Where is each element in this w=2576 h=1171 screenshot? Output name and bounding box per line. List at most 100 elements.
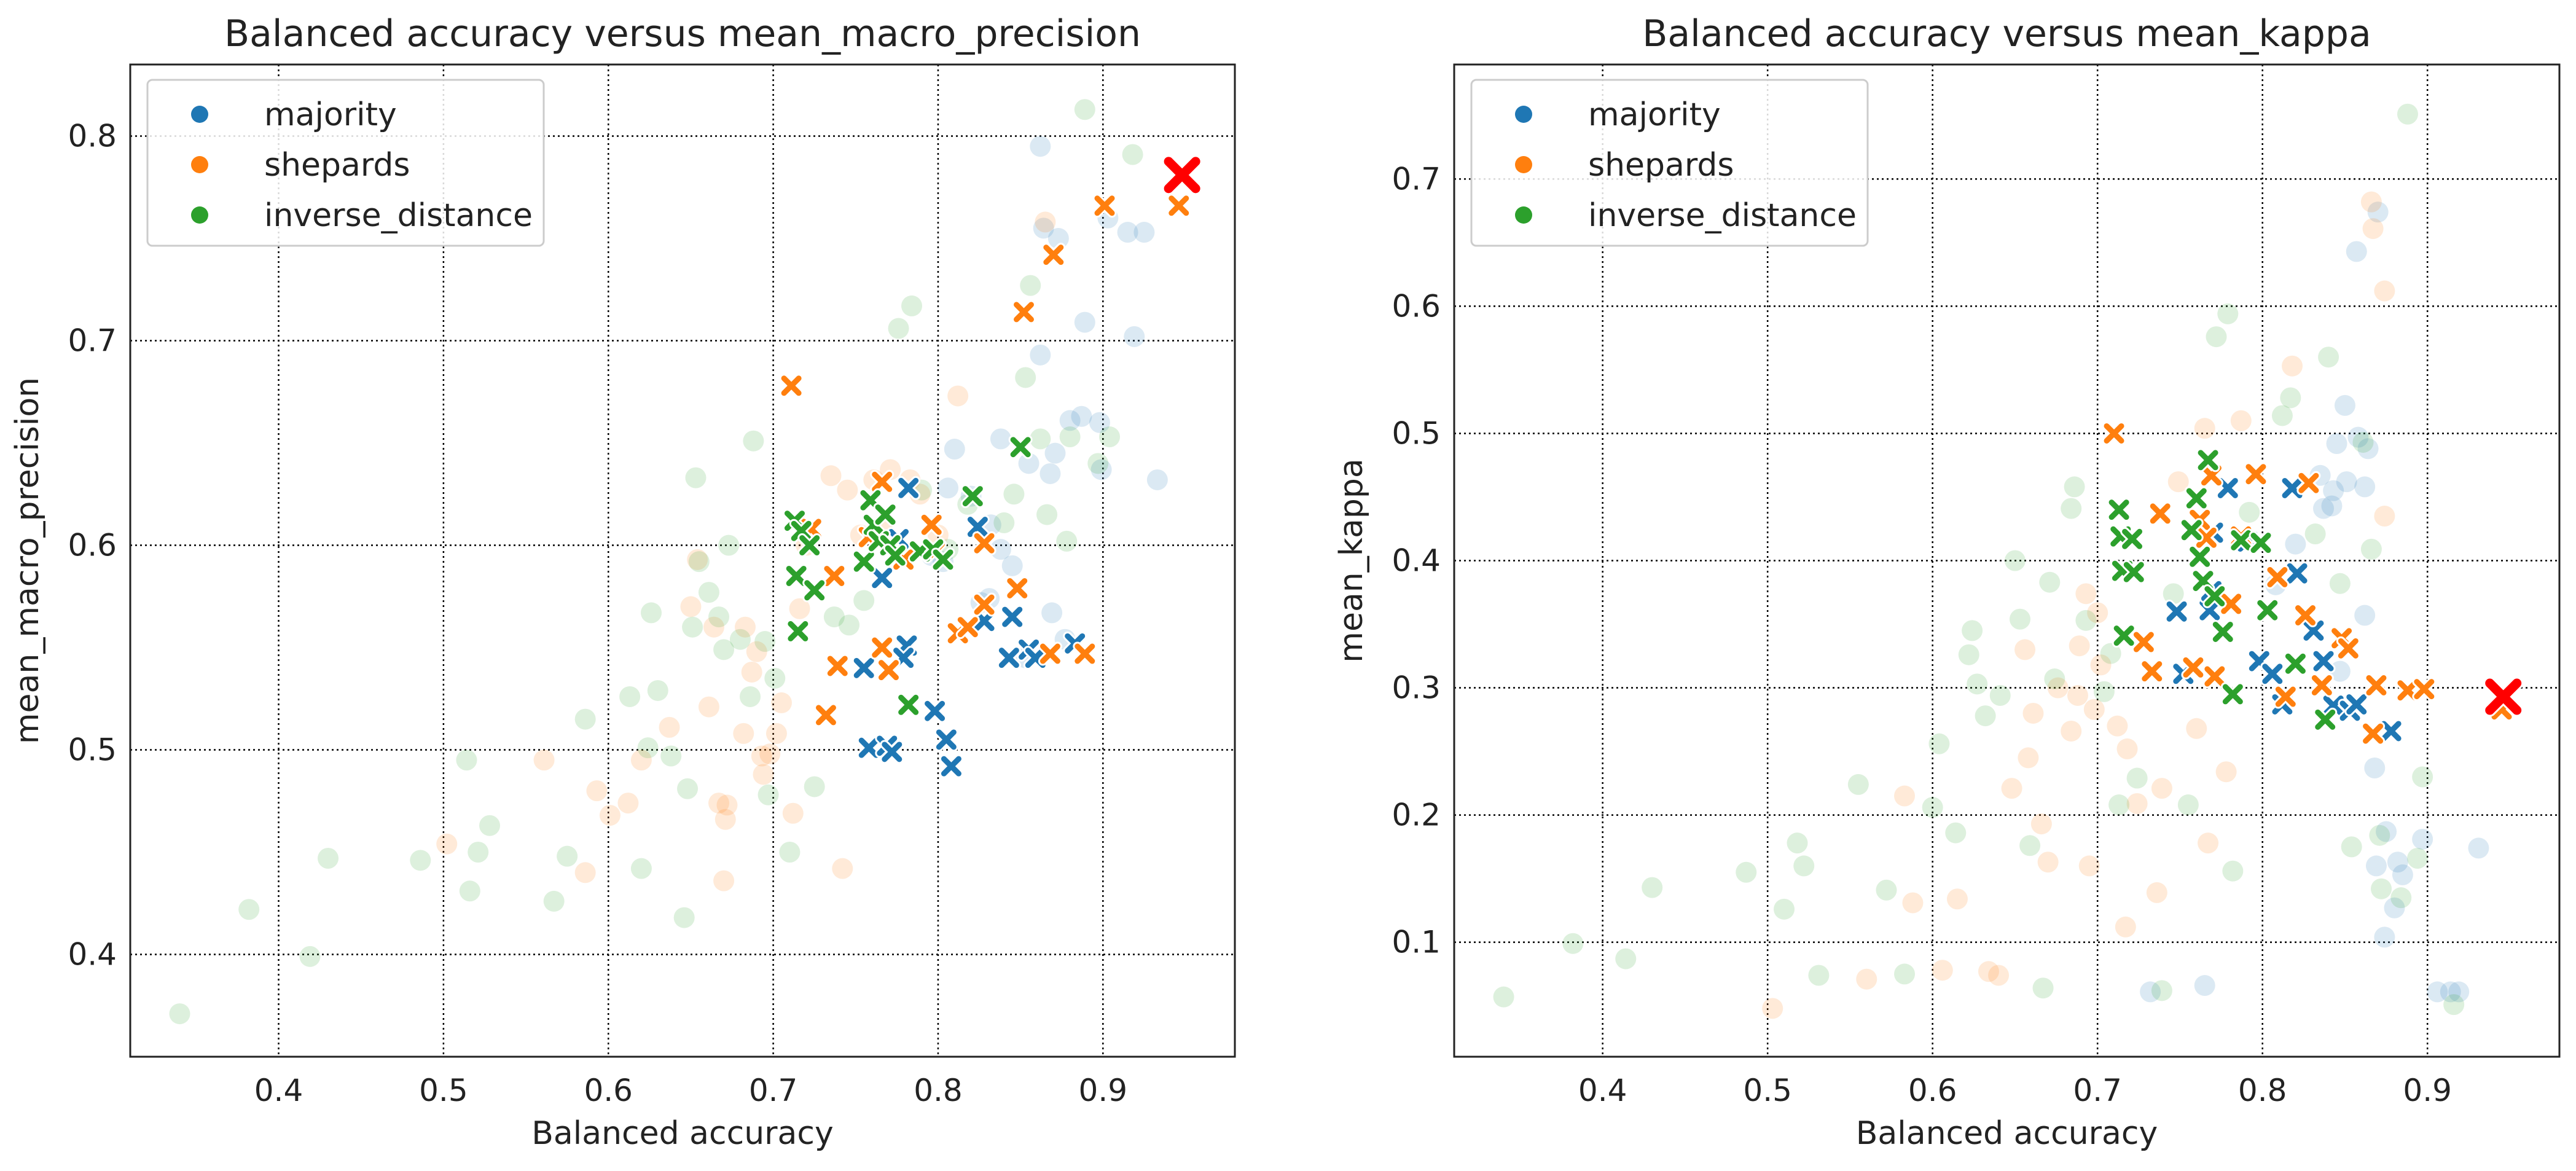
plot-area xyxy=(1493,103,2524,1019)
faded-point-majority xyxy=(1089,412,1110,433)
marker-stroke xyxy=(878,660,899,681)
plot-frame xyxy=(129,63,1236,1058)
legend-label-shepards: shepards xyxy=(1588,147,1734,184)
x-marker-shepards xyxy=(2194,525,2218,550)
faded-point-majority xyxy=(2412,828,2433,850)
faded-point-majority xyxy=(1041,602,1063,624)
faded-point-majority xyxy=(1059,410,1081,431)
marker-stroke xyxy=(1025,648,1046,668)
faded-point-inverse_distance xyxy=(2061,498,2082,519)
legend-label-majority: majority xyxy=(1588,96,1721,133)
faded-point-shepards xyxy=(2194,418,2215,439)
faded-point-majority xyxy=(990,428,1011,450)
faded-point-shepards xyxy=(734,616,756,638)
faded-point-majority xyxy=(1047,228,1069,249)
faded-point-majority xyxy=(1090,459,1112,480)
faded-point-shepards xyxy=(2061,720,2082,742)
marker-stroke xyxy=(2287,563,2308,584)
faded-point-majority xyxy=(2365,855,2387,877)
marker-stroke xyxy=(998,648,1019,668)
y-tick-label: 0.7 xyxy=(68,323,117,359)
x-marker-shepards xyxy=(825,654,850,678)
faded-point-majority xyxy=(2364,757,2386,778)
marker-stroke xyxy=(791,520,812,541)
marker-stroke xyxy=(898,477,919,498)
faded-point-majority xyxy=(2334,394,2355,416)
faded-point-inverse_distance xyxy=(1958,644,1979,665)
x-marker-inverse_distance xyxy=(2202,584,2227,608)
x-marker-majority xyxy=(2260,662,2285,686)
marker-stroke xyxy=(1169,195,1189,216)
faded-point-shepards xyxy=(2083,699,2105,720)
faded-point-shepards xyxy=(617,793,639,814)
y-tick-label: 0.2 xyxy=(1392,797,1441,833)
faded-point-shepards xyxy=(2030,813,2052,835)
faded-point-inverse_distance xyxy=(1056,530,1078,552)
x-marker-inverse_distance xyxy=(2112,624,2136,648)
faded-point-shepards xyxy=(2069,635,2090,657)
x-marker-shepards xyxy=(972,592,996,617)
x-marker-shepards xyxy=(2244,462,2268,487)
faded-point-shepards xyxy=(741,661,762,683)
marker-stroke xyxy=(872,471,893,492)
marker-stroke xyxy=(2485,678,2522,715)
x-marker-inverse_distance xyxy=(2249,531,2273,555)
faded-point-shepards xyxy=(1932,960,1953,981)
faded-point-majority xyxy=(1071,405,1092,427)
marker-stroke xyxy=(2303,620,2324,641)
faded-point-inverse_distance xyxy=(823,606,845,628)
faded-point-inverse_distance xyxy=(2390,887,2412,909)
faded-point-shepards xyxy=(2282,355,2303,377)
faded-point-inverse_distance xyxy=(1967,673,1988,695)
x-marker-inverse_distance xyxy=(2283,651,2308,676)
x-marker-shepards xyxy=(870,635,895,660)
x-marker-shepards xyxy=(2412,677,2437,702)
chart-panel-right: 0.4 0.5 0.6 0.7 0.8 0.9 0.1 0.2 0.3 0.4 0.5 0.6 0.7 B… xyxy=(1288,0,2576,1171)
faded-point-majority xyxy=(1146,469,1168,490)
x-marker-majority xyxy=(972,609,996,633)
x-marker-inverse_distance xyxy=(2210,619,2235,644)
marker-stroke xyxy=(2249,651,2269,672)
marker-stroke xyxy=(2285,653,2306,674)
x-marker-inverse_distance xyxy=(931,547,955,572)
marker-stroke xyxy=(2381,721,2402,742)
marker-stroke xyxy=(2257,600,2278,621)
legend-box xyxy=(1470,79,1869,247)
faded-point-shepards xyxy=(586,780,608,802)
faded-point-inverse_distance xyxy=(2280,387,2301,409)
faded-point-majority xyxy=(2448,981,2470,1003)
x-marker-shepards xyxy=(955,615,980,640)
x-marker-majority xyxy=(2311,649,2336,673)
faded-point-inverse_distance xyxy=(1615,948,1637,969)
x-tick-label: 0.5 xyxy=(419,1073,468,1108)
x-marker-shepards xyxy=(779,374,804,398)
faded-point-inverse_distance xyxy=(468,842,489,863)
faded-point-shepards xyxy=(574,862,596,883)
marker-stroke xyxy=(2108,499,2129,520)
marker-stroke xyxy=(885,545,906,566)
faded-point-majority xyxy=(1074,311,1095,333)
faded-point-inverse_distance xyxy=(619,686,641,707)
marker-stroke xyxy=(2204,666,2225,687)
faded-point-shepards xyxy=(1894,785,1916,807)
faded-point-majority xyxy=(2326,433,2347,455)
marker-stroke xyxy=(2122,528,2143,549)
x-marker-shepards xyxy=(2273,684,2298,709)
x-marker-inverse_distance xyxy=(797,533,822,558)
faded-point-inverse_distance xyxy=(888,318,909,339)
y-axis-label: mean_kappa xyxy=(1333,458,1370,662)
faded-point-inverse_distance xyxy=(479,815,501,836)
y-axis-label: mean_macro_precision xyxy=(9,377,46,744)
faded-point-shepards xyxy=(2018,747,2039,769)
faded-point-inverse_distance xyxy=(2126,767,2148,789)
faded-point-inverse_distance xyxy=(1962,620,1983,641)
faded-point-majority xyxy=(2321,495,2343,517)
faded-point-shepards xyxy=(2001,778,2022,799)
marker-stroke xyxy=(786,565,807,586)
faded-point-inverse_distance xyxy=(2217,303,2239,324)
chart-title: Balanced accuracy versus mean_kappa xyxy=(1642,12,2371,55)
faded-point-shepards xyxy=(2360,191,2382,213)
faded-point-inverse_distance xyxy=(1036,504,1058,525)
faded-point-inverse_distance xyxy=(2100,643,2121,664)
best-point-marker xyxy=(1162,155,1202,195)
